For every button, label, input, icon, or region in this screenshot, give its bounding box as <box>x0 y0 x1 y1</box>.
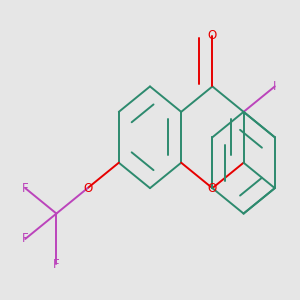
Text: F: F <box>22 182 28 195</box>
Text: F: F <box>22 232 28 245</box>
Text: F: F <box>53 258 60 271</box>
Text: O: O <box>83 182 92 195</box>
Text: O: O <box>208 29 217 42</box>
Text: I: I <box>273 80 277 93</box>
Text: O: O <box>208 182 217 195</box>
